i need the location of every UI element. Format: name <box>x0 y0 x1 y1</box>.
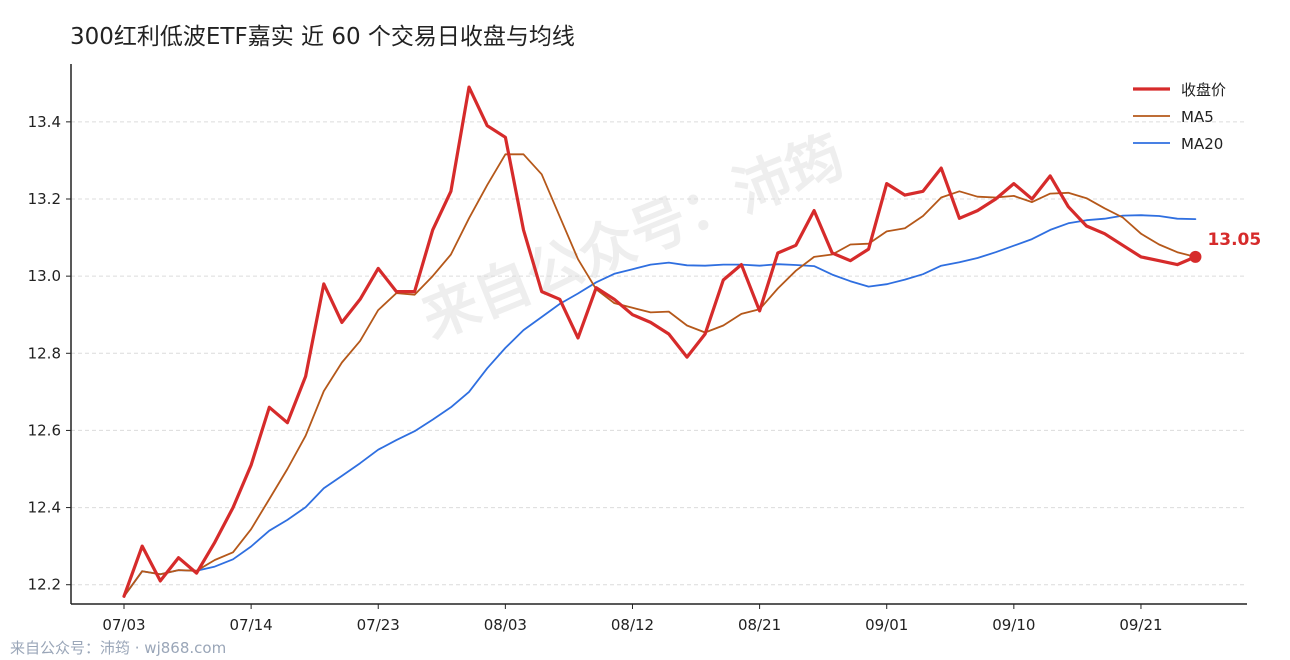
y-tick-label: 13.2 <box>28 190 61 208</box>
axes: 12.2 12.4 12.6 12.8 13.0 13.2 13.4 07/03 07/14 07… <box>28 64 1247 634</box>
series-ma20-line <box>123 214 1197 598</box>
legend: 收盘价 MA5 MA20 <box>1133 81 1226 153</box>
x-tick-label: 07/14 <box>230 616 273 634</box>
x-tick-label: 07/23 <box>357 616 400 634</box>
last-close-point <box>1189 250 1202 263</box>
y-tick-label: 13.0 <box>28 267 61 285</box>
series-close-line <box>122 85 1197 598</box>
last-close-label: 13.05 <box>1207 230 1261 250</box>
y-tick-label: 12.6 <box>28 421 61 439</box>
x-tick-label: 08/03 <box>484 616 527 634</box>
y-tick-label: 12.4 <box>28 499 61 517</box>
watermark: 来自公众号：沛筠 <box>413 124 853 352</box>
legend-label: MA20 <box>1181 135 1223 153</box>
y-tick-label: 12.8 <box>28 344 61 362</box>
x-tick-label: 08/21 <box>738 616 781 634</box>
y-tick-label: 12.2 <box>28 576 61 594</box>
chart-title: 300红利低波ETF嘉实 近 60 个交易日收盘与均线 <box>70 24 575 50</box>
footer-source: 来自公众号：沛筠 · wj868.com <box>10 639 226 657</box>
legend-label: MA5 <box>1181 108 1214 126</box>
x-tick-label: 09/10 <box>992 616 1035 634</box>
x-tick-label: 09/01 <box>865 616 908 634</box>
y-tick-label: 13.4 <box>28 113 61 131</box>
x-tick-label: 09/21 <box>1119 616 1162 634</box>
series-ma5-line <box>123 153 1197 598</box>
x-tick-label: 07/03 <box>102 616 145 634</box>
x-tick-label: 08/12 <box>611 616 654 634</box>
series-layer: 13.05 <box>122 85 1261 598</box>
legend-label: 收盘价 <box>1181 81 1226 99</box>
grid-lines <box>71 121 1247 586</box>
